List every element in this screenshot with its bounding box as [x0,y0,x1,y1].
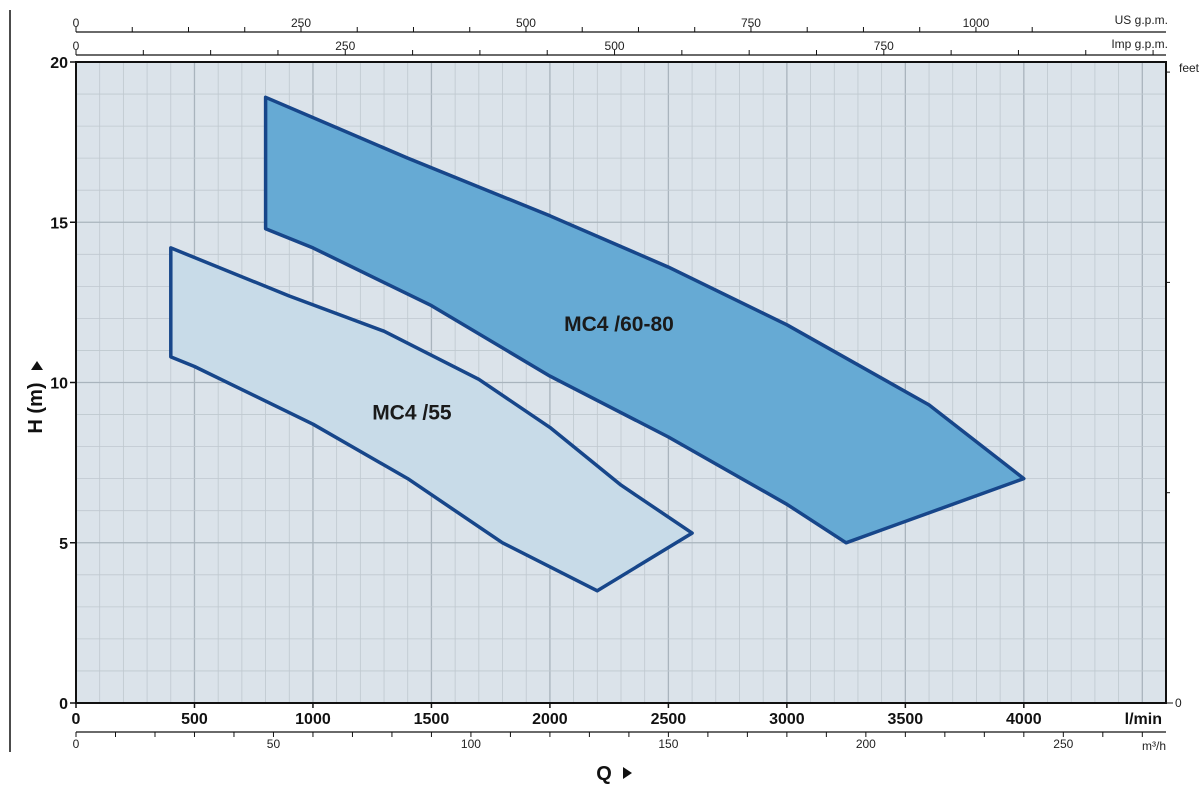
series-label: MC4 /60-80 [564,313,674,336]
imp-gpm-unit-label: Imp g.p.m. [1111,37,1168,51]
x-tick-label: 1500 [414,711,450,728]
feet-tick-label: 0 [1175,696,1182,710]
imp-gpm-tick-label: 0 [73,39,80,53]
y-tick-label: 15 [50,215,68,232]
series-label: MC4 /55 [372,401,452,424]
x-tick-label: 3500 [888,711,924,728]
m3h-tick-label: 100 [461,737,481,751]
y-tick-label: 0 [59,696,68,713]
us-gpm-unit-label: US g.p.m. [1115,13,1168,27]
y-tick-label: 10 [50,376,68,393]
m3h-unit-label: m³/h [1142,739,1166,753]
m3h-tick-label: 200 [856,737,876,751]
us-gpm-tick-label: 500 [516,16,536,30]
performance-areas: MC4 /55 MC4 /60-80 [169,95,1026,593]
y-tick-label: 5 [59,536,68,553]
us-gpm-tick-label: 250 [291,16,311,30]
m3h-tick-label: 250 [1053,737,1073,751]
us-gpm-tick-label: 0 [73,16,80,30]
feet-unit-label: feet [1179,61,1200,75]
series-area-0 [169,246,694,593]
y-axis-title: H (m) [25,382,47,433]
x-tick-label: 2500 [651,711,687,728]
x-tick-label: 2000 [532,711,568,728]
x-tick-label: 4000 [1006,711,1042,728]
imp-gpm-tick-label: 250 [335,39,355,53]
m3h-tick-label: 50 [267,737,281,751]
imp-gpm-tick-label: 500 [605,39,625,53]
m3h-tick-label: 0 [73,737,80,751]
x-tick-label: 500 [181,711,208,728]
y-axis-arrow-icon [31,361,43,370]
x-tick-label: 0 [72,711,81,728]
axes: 0 500 1000 1500 2000 2500 3000 3500 4000 l/min051… [9,10,1200,785]
x-tick-label: 3000 [769,711,805,728]
us-gpm-tick-label: 750 [741,16,761,30]
x-tick-label: 1000 [295,711,331,728]
x-unit-label: l/min [1125,711,1162,728]
x-axis-title: Q [596,763,612,785]
m3h-tick-label: 150 [658,737,678,751]
imp-gpm-tick-label: 750 [874,39,894,53]
series-area-1 [263,95,1026,545]
x-axis-arrow-icon [623,767,632,779]
y-tick-label: 20 [50,55,68,72]
us-gpm-tick-label: 1000 [963,16,990,30]
